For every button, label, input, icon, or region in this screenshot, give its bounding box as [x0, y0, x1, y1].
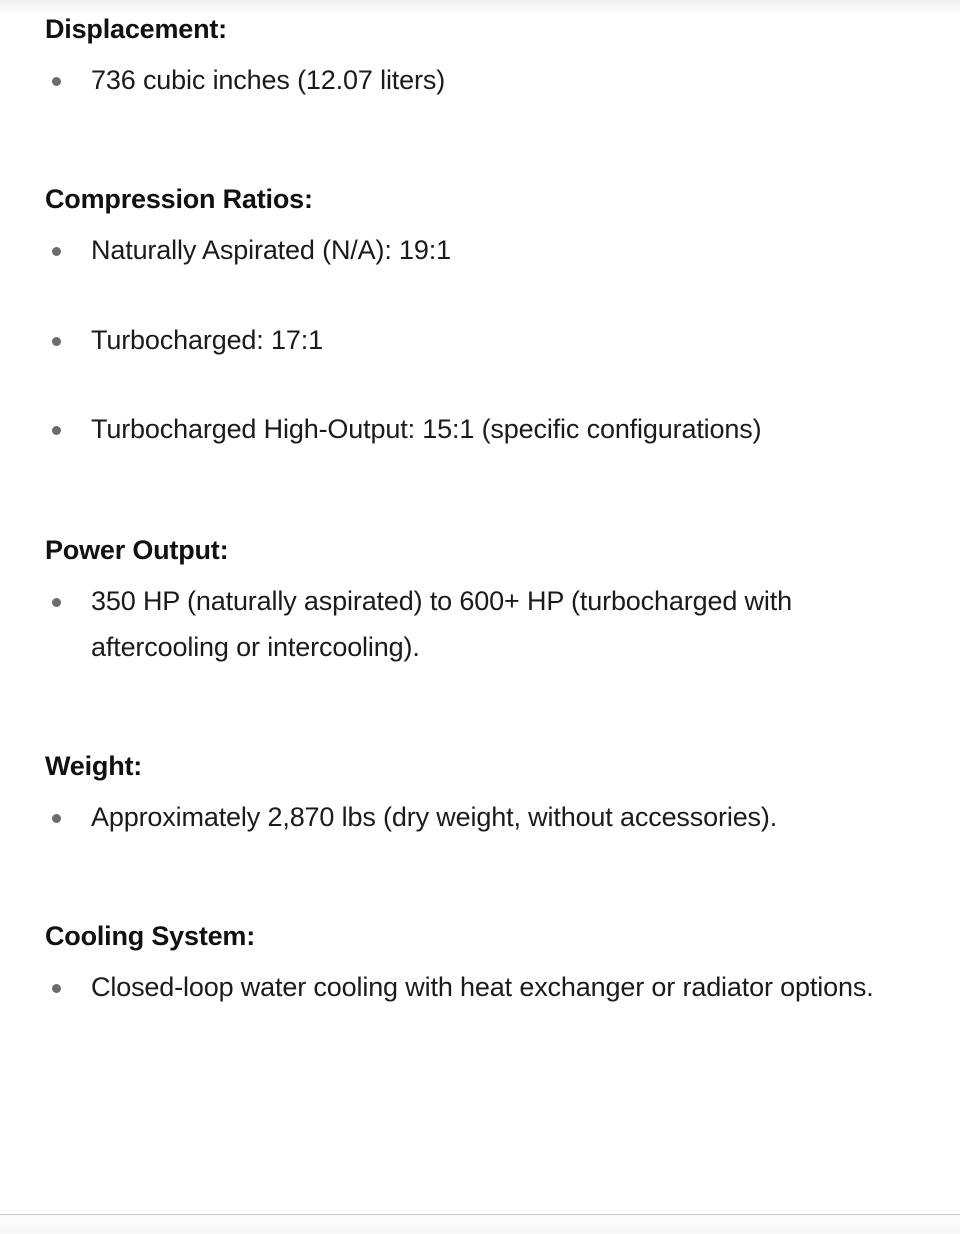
- bullet-list-displacement: 736 cubic inches (12.07 liters): [45, 58, 915, 103]
- bullet-dot-icon: [52, 598, 61, 608]
- bullet-list-cooling-system: Closed-loop water cooling with heat exch…: [45, 965, 915, 1010]
- bullet-list-weight: Approximately 2,870 lbs (dry weight, wit…: [45, 795, 915, 840]
- bullet-list-power-output: 350 HP (naturally aspirated) to 600+ HP …: [45, 579, 915, 670]
- list-item: Approximately 2,870 lbs (dry weight, wit…: [45, 795, 915, 840]
- spec-section-weight: Weight: Approximately 2,870 lbs (dry wei…: [45, 750, 915, 840]
- list-item: Turbocharged: 17:1: [45, 318, 915, 363]
- list-item: Naturally Aspirated (N/A): 19:1: [45, 228, 915, 273]
- bullet-dot-icon: [52, 984, 61, 994]
- bullet-list-compression-ratios: Naturally Aspirated (N/A): 19:1 Turbocha…: [45, 228, 915, 452]
- bullet-dot-icon: [52, 76, 61, 86]
- list-item: Turbocharged High-Output: 15:1 (specific…: [45, 407, 915, 452]
- bullet-dot-icon: [52, 425, 61, 435]
- bullet-dot-icon: [52, 813, 61, 823]
- bottom-divider: [0, 1214, 960, 1215]
- bullet-dot-icon: [52, 247, 61, 257]
- list-item: 350 HP (naturally aspirated) to 600+ HP …: [45, 579, 915, 670]
- section-heading-power-output: Power Output:: [45, 535, 229, 566]
- spec-section-displacement: Displacement: 736 cubic inches (12.07 li…: [45, 0, 915, 103]
- list-item-text: 736 cubic inches (12.07 liters): [91, 64, 446, 95]
- section-heading-displacement: Displacement:: [45, 14, 227, 44]
- list-item-text: Turbocharged High-Output: 15:1 (specific…: [91, 413, 762, 444]
- list-item-text: Approximately 2,870 lbs (dry weight, wit…: [91, 801, 778, 832]
- bullet-dot-icon: [52, 336, 61, 346]
- section-heading-compression-ratios: Compression Ratios:: [45, 184, 313, 215]
- list-item-text: Naturally Aspirated (N/A): 19:1: [91, 235, 452, 266]
- spec-section-power-output: Power Output: 350 HP (naturally aspirate…: [45, 534, 915, 670]
- list-item-text: 350 HP (naturally aspirated) to 600+ HP …: [91, 586, 792, 662]
- section-heading-weight: Weight:: [45, 750, 143, 781]
- bottom-strip: [0, 1215, 960, 1234]
- list-item: 736 cubic inches (12.07 liters): [45, 58, 915, 103]
- list-item-text: Closed-loop water cooling with heat exch…: [91, 972, 874, 1003]
- document-body: Displacement: 736 cubic inches (12.07 li…: [45, 0, 915, 1010]
- section-heading-cooling-system: Cooling System:: [45, 921, 256, 952]
- spec-section-compression-ratios: Compression Ratios: Naturally Aspirated …: [45, 183, 915, 452]
- list-item-text: Turbocharged: 17:1: [91, 324, 323, 355]
- spec-section-cooling-system: Cooling System: Closed-loop water coolin…: [45, 920, 915, 1010]
- list-item: Closed-loop water cooling with heat exch…: [45, 965, 915, 1010]
